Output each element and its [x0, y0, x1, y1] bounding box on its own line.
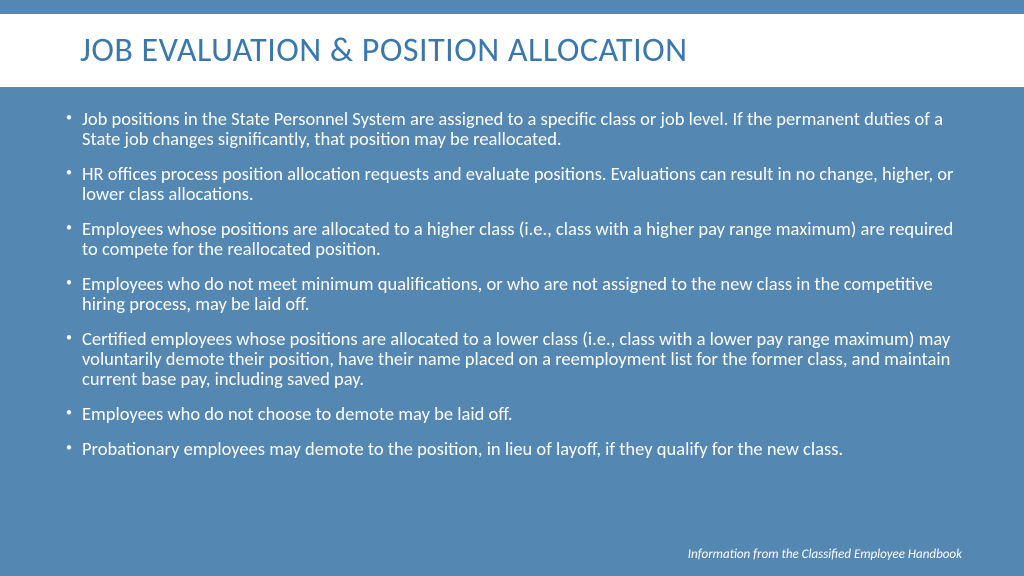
list-item: Employees whose positions are allocated … [62, 219, 962, 259]
body-area: Job positions in the State Personnel Sys… [0, 87, 1024, 576]
list-item: Probationary employees may demote to the… [62, 439, 962, 459]
slide-title: JOB EVALUATION & POSITION ALLOCATION [80, 32, 944, 69]
top-accent-bar [0, 0, 1024, 14]
list-item: Employees who do not meet minimum qualif… [62, 274, 962, 314]
list-item: Job positions in the State Personnel Sys… [62, 109, 962, 149]
slide: JOB EVALUATION & POSITION ALLOCATION Job… [0, 0, 1024, 576]
list-item: HR offices process position allocation r… [62, 164, 962, 204]
title-bar: JOB EVALUATION & POSITION ALLOCATION [0, 14, 1024, 87]
footer-note: Information from the Classified Employee… [688, 547, 962, 562]
list-item: Certified employees whose positions are … [62, 329, 962, 389]
list-item: Employees who do not choose to demote ma… [62, 404, 962, 424]
bullet-list: Job positions in the State Personnel Sys… [62, 109, 962, 459]
